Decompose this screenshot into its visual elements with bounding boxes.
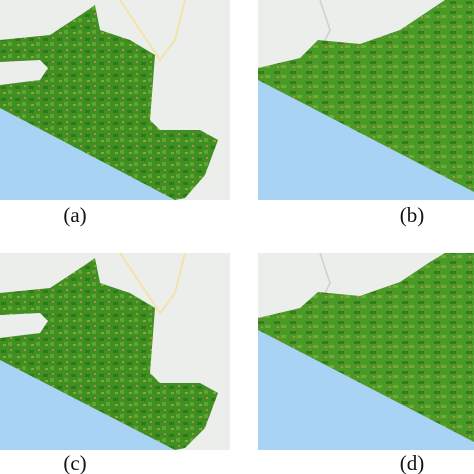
map-panel	[0, 252, 230, 450]
panel-label: (b)	[400, 203, 425, 227]
panel-label: (c)	[63, 451, 86, 474]
map-panel	[258, 0, 474, 200]
panel-label: (d)	[400, 451, 425, 474]
map-panel	[0, 0, 230, 200]
panel-label: (a)	[63, 203, 86, 227]
map-panel	[258, 252, 474, 450]
